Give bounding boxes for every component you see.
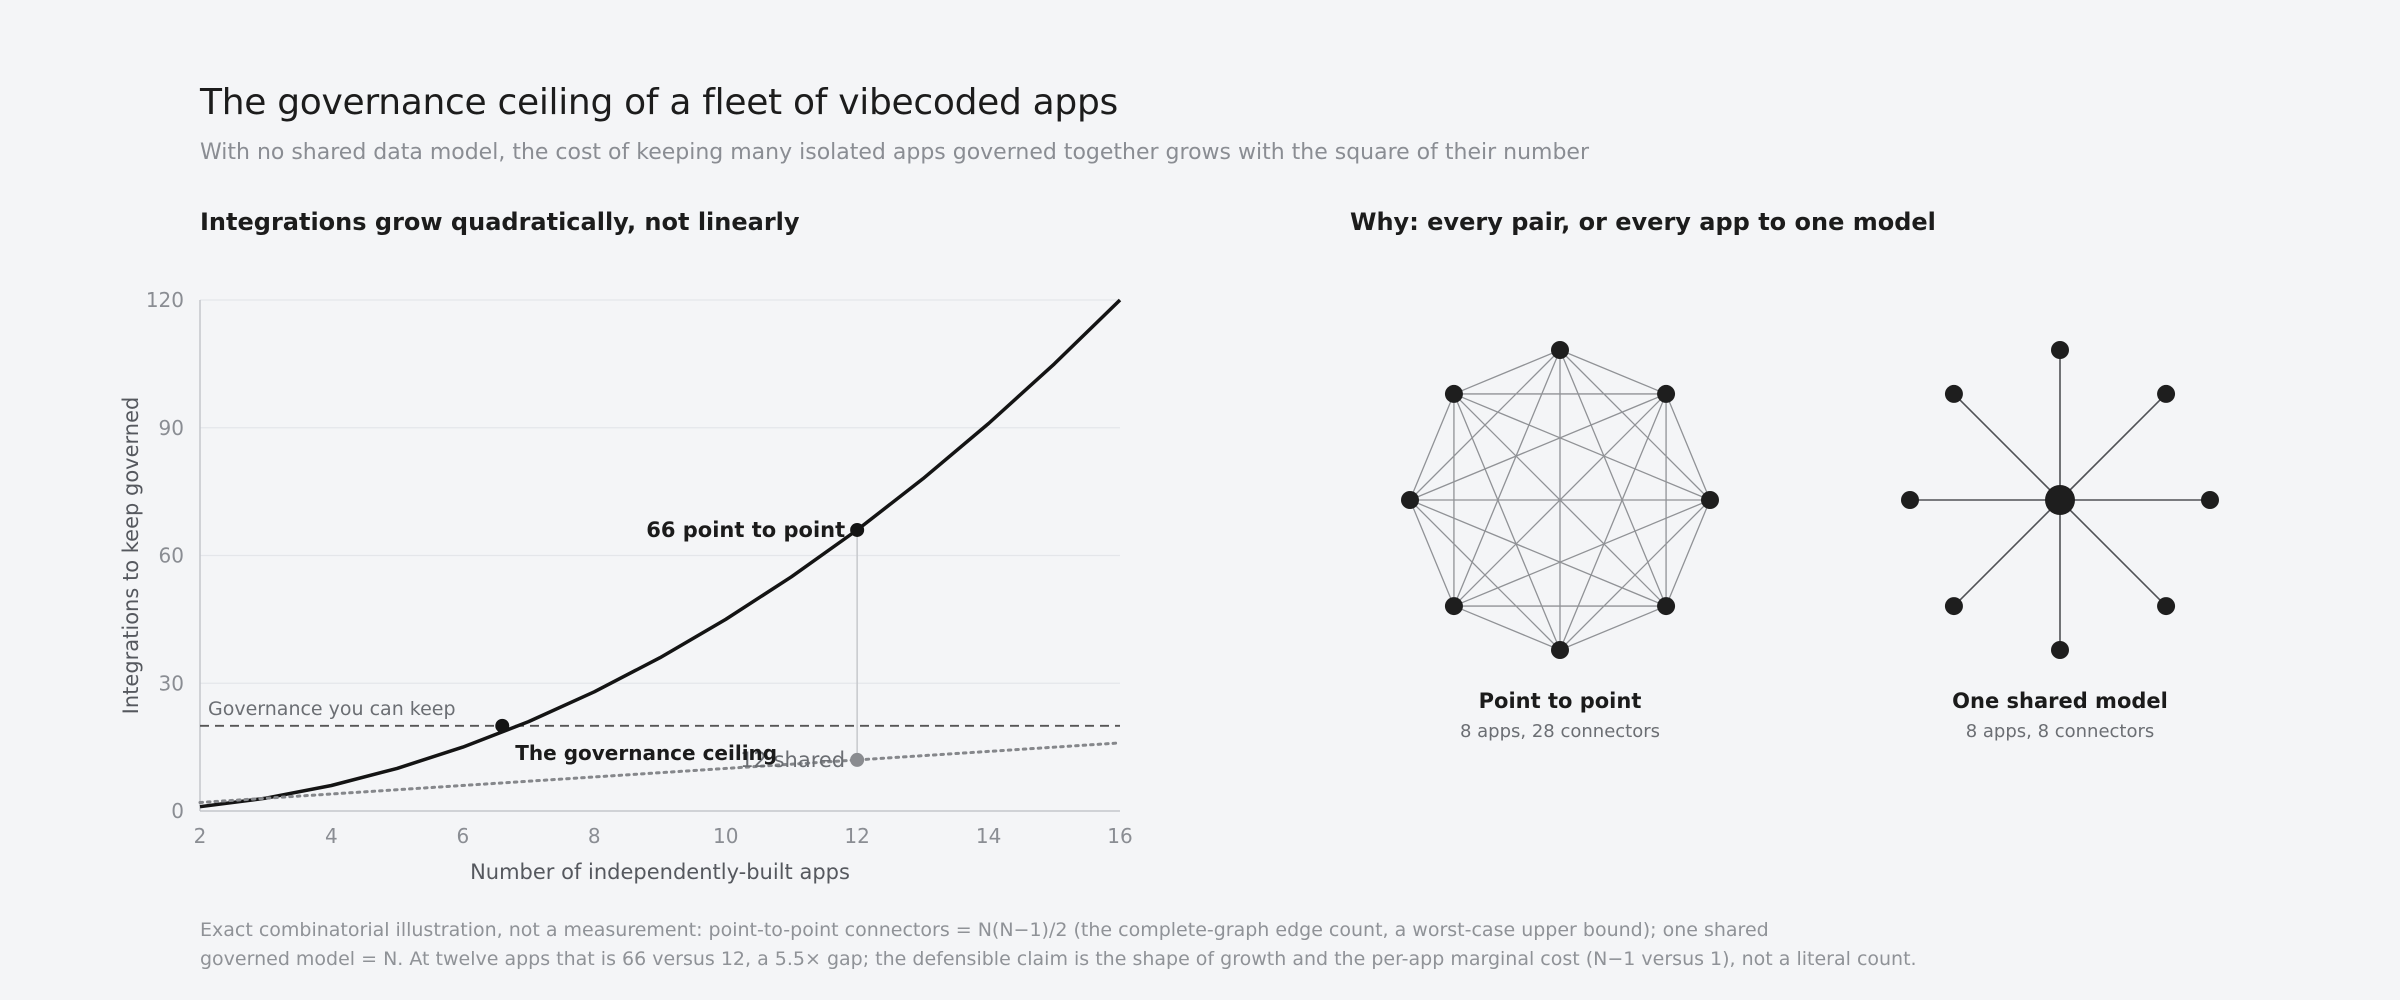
- star-caption: One shared model: [1952, 689, 2168, 713]
- star-app-node: [2051, 641, 2069, 659]
- mesh-connector: [1665, 499, 1711, 607]
- mesh-app-node: [1657, 384, 1676, 403]
- mesh-connector: [1453, 393, 1667, 607]
- mesh-connector: [1409, 499, 1455, 607]
- star-app-node: [1901, 491, 1919, 509]
- y-tick-label: 30: [159, 671, 184, 695]
- mesh-app-node: [1551, 641, 1569, 659]
- shared-model-series-line: [198, 741, 1122, 804]
- mesh-connector: [1559, 605, 1667, 651]
- y-tick-label: 60: [159, 544, 184, 568]
- series-layer: [198, 298, 1122, 809]
- mesh-app-node: [1657, 597, 1676, 616]
- y-axis-label: Integrations to keep governed: [119, 397, 143, 715]
- mesh-connector: [1453, 349, 1561, 607]
- x-tick-label: 16: [1107, 824, 1132, 848]
- mesh-connector: [1409, 499, 1667, 607]
- ceiling-marker: [495, 718, 510, 733]
- x-tick-label: 12: [844, 824, 869, 848]
- y-tick-label: 0: [171, 799, 184, 823]
- y-tick-label: 120: [146, 288, 184, 312]
- mesh-caption: Point to point: [1479, 689, 1642, 713]
- mesh-connector: [1559, 349, 1667, 607]
- star-connector: [1953, 499, 2061, 607]
- page-subtitle: With no shared data model, the cost of k…: [200, 140, 1589, 165]
- mesh-connector: [1409, 393, 1667, 501]
- point-to-point-series-line: [199, 298, 1122, 809]
- star-app-node: [2201, 491, 2219, 509]
- x-axis-label: Number of independently-built apps: [470, 860, 850, 884]
- star-connector: [2059, 499, 2167, 607]
- star-app-node: [2157, 597, 2176, 616]
- mesh-connector: [1453, 393, 1711, 501]
- mesh-app-node: [1444, 597, 1463, 616]
- mesh-app-node: [1401, 491, 1419, 509]
- left-panel-title: Integrations grow quadratically, not lin…: [200, 208, 800, 236]
- axis-layer: 0 30 60 90 120 2 4 6 8 10 12 14 16 Number of independ…: [119, 288, 1133, 884]
- star-app-node: [2051, 341, 2069, 359]
- reference-line-label: Governance you can keep: [208, 698, 456, 720]
- mesh-app-node: [1444, 384, 1463, 403]
- x-tick-label: 2: [194, 824, 207, 848]
- mesh-connector: [1409, 393, 1455, 501]
- x-tick-label: 4: [325, 824, 338, 848]
- mesh-subcaption: 8 apps, 28 connectors: [1460, 721, 1660, 742]
- mesh-app-node: [1551, 341, 1569, 359]
- y-tick-label: 90: [159, 416, 184, 440]
- mesh-connector: [1453, 605, 1561, 651]
- page-title: The governance ceiling of a fleet of vib…: [200, 82, 1118, 123]
- shared-model-hub: [2045, 485, 2075, 515]
- star-connector: [1953, 393, 2061, 501]
- mesh-connector: [1559, 393, 1667, 651]
- mesh-connector: [1453, 499, 1711, 607]
- star-subcaption: 8 apps, 8 connectors: [1966, 721, 2155, 742]
- x-tick-label: 14: [976, 824, 1001, 848]
- right-panel-title: Why: every pair, or every app to one mod…: [1350, 208, 1936, 236]
- network-diagrams: Point to point 8 apps, 28 connectors One s…: [1401, 341, 2219, 742]
- ceiling-annotation: The governance ceiling: [515, 741, 777, 765]
- x-tick-label: 10: [713, 824, 738, 848]
- footnote: Exact combinatorial illustration, not a …: [200, 916, 2160, 974]
- mesh-connector: [1453, 393, 1561, 651]
- star-connector: [2059, 393, 2167, 501]
- reference-layer: Governance you can keep: [200, 698, 1120, 727]
- grid-layer: [200, 299, 1120, 684]
- footnote-line-1: Exact combinatorial illustration, not a …: [200, 919, 1769, 941]
- shared-marker: [850, 752, 865, 767]
- point-to-point-marker: [850, 522, 865, 537]
- mesh-connector: [1665, 393, 1711, 501]
- star-app-node: [2157, 384, 2176, 403]
- x-tick-label: 6: [456, 824, 469, 848]
- mesh-connector: [1453, 349, 1561, 395]
- shared-annotation: 12 shared: [740, 748, 845, 772]
- star-app-node: [1944, 597, 1963, 616]
- mesh-connector: [1559, 349, 1667, 395]
- footnote-line-2: governed model = N. At twelve apps that …: [200, 948, 1917, 970]
- mesh-app-node: [1701, 491, 1719, 509]
- mesh-connector: [1409, 499, 1561, 651]
- point-to-point-annotation: 66 point to point: [646, 518, 845, 542]
- star-app-node: [1944, 384, 1963, 403]
- x-tick-label: 8: [588, 824, 601, 848]
